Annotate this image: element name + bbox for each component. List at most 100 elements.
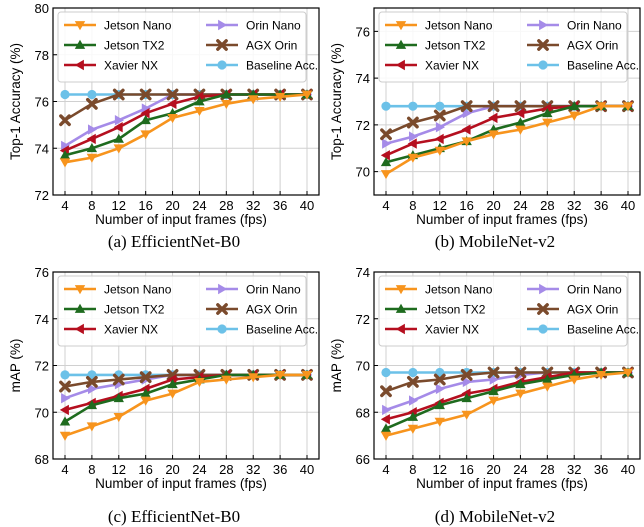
x-tick-label: 24: [513, 198, 527, 213]
data-point: [542, 118, 553, 128]
x-tick-label: 20: [486, 198, 500, 213]
data-point: [569, 375, 580, 385]
x-tick-label: 28: [540, 462, 554, 477]
data-point: [408, 367, 418, 378]
legend-marker: [74, 39, 86, 49]
y-axis-label: mAP (%): [329, 339, 344, 393]
data-point: [488, 112, 498, 124]
y-tick-label: 68: [35, 452, 49, 467]
data-point: [167, 379, 178, 389]
data-point: [408, 131, 419, 142]
data-point: [248, 95, 259, 105]
legend-label: Jetson Nano: [104, 19, 172, 33]
data-point: [434, 417, 445, 427]
legend: Jetson Nano Orin Nano Jetson TX2 AGX Orin Xa…: [378, 275, 639, 347]
legend-marker: [537, 303, 549, 315]
y-tick-label: 74: [356, 71, 370, 86]
legend-item: Xavier NX: [64, 59, 158, 73]
data-point: [381, 101, 391, 111]
data-point: [166, 88, 179, 101]
y-tick-label: 70: [356, 359, 370, 374]
y-tick-label: 72: [356, 118, 370, 133]
data-point: [113, 133, 124, 143]
legend-item: Orin Nano: [206, 19, 301, 33]
x-tick-label: 16: [138, 462, 152, 477]
legend-marker: [395, 39, 407, 49]
data-point: [85, 375, 98, 388]
data-point: [460, 368, 473, 381]
data-point: [59, 431, 71, 441]
data-point: [542, 382, 553, 392]
data-point: [595, 102, 607, 112]
legend-item: Baseline Acc.: [527, 59, 639, 73]
y-tick-label: 76: [35, 95, 49, 110]
legend-item: Orin Nano: [527, 283, 622, 297]
data-point: [60, 370, 70, 380]
x-tick-label: 40: [621, 198, 635, 213]
panel-caption: (b) MobileNet-v2: [435, 232, 555, 251]
x-tick-label: 8: [88, 198, 95, 213]
legend-marker: [218, 283, 228, 295]
data-point: [487, 366, 500, 379]
x-tick-label: 12: [433, 462, 447, 477]
legend-label: Xavier NX: [104, 323, 158, 337]
series-orin-nano: [382, 367, 634, 416]
data-point: [221, 89, 232, 99]
legend-item: Baseline Acc.: [206, 323, 318, 337]
data-point: [435, 367, 445, 378]
legend-label: Xavier NX: [425, 323, 479, 337]
x-tick-label: 28: [219, 462, 233, 477]
data-point: [112, 373, 125, 386]
legend-box: [378, 11, 628, 83]
data-point: [61, 140, 71, 152]
data-point: [139, 88, 152, 101]
legend-label: AGX Orin: [246, 303, 297, 317]
y-tick-label: 68: [356, 405, 370, 420]
data-point: [380, 414, 390, 425]
data-point: [167, 389, 178, 399]
legend-item: Orin Nano: [527, 19, 622, 33]
data-point: [433, 373, 446, 386]
data-point: [113, 144, 124, 154]
data-point: [462, 376, 472, 388]
legend: Jetson Nano Orin Nano Jetson TX2 AGX Orin Xa…: [378, 11, 639, 83]
series-line: [64, 93, 307, 152]
data-point: [488, 386, 499, 396]
legend-marker: [217, 324, 227, 334]
data-point: [622, 368, 634, 378]
y-tick-label: 78: [35, 48, 49, 63]
legend-label: Orin Nano: [246, 283, 301, 297]
data-point: [85, 97, 98, 110]
data-point: [113, 393, 124, 403]
data-point: [435, 122, 445, 133]
legend-marker: [538, 324, 548, 334]
legend-marker: [217, 60, 227, 70]
x-tick-label: 16: [459, 198, 473, 213]
data-point: [59, 380, 71, 393]
data-point: [382, 404, 392, 416]
series-line: [385, 371, 628, 430]
data-point: [59, 404, 69, 416]
legend-marker: [539, 19, 549, 31]
legend-marker: [74, 59, 84, 71]
series-jetson-nano: [59, 370, 313, 441]
series-line: [385, 104, 628, 176]
x-tick-label: 32: [567, 462, 581, 477]
chart-panel-3: 68 70 72 74 76 4 8 12 16 20 24 28 32 36 40 Number of in…: [8, 265, 320, 526]
data-point: [380, 431, 392, 441]
y-tick-label: 70: [356, 165, 370, 180]
data-point: [86, 143, 98, 153]
x-tick-label: 8: [409, 198, 416, 213]
y-tick-label: 76: [35, 265, 49, 280]
y-tick-label: 80: [35, 1, 49, 16]
data-point: [515, 107, 525, 119]
legend-item: AGX Orin: [206, 303, 297, 317]
x-tick-label: 40: [300, 198, 314, 213]
legend-marker: [74, 21, 86, 31]
x-tick-label: 12: [433, 198, 447, 213]
series-line: [64, 93, 307, 148]
data-point: [301, 90, 313, 100]
legend-marker: [537, 39, 549, 51]
y-axis-label: mAP (%): [8, 339, 23, 393]
legend-label: Baseline Acc.: [246, 59, 318, 73]
